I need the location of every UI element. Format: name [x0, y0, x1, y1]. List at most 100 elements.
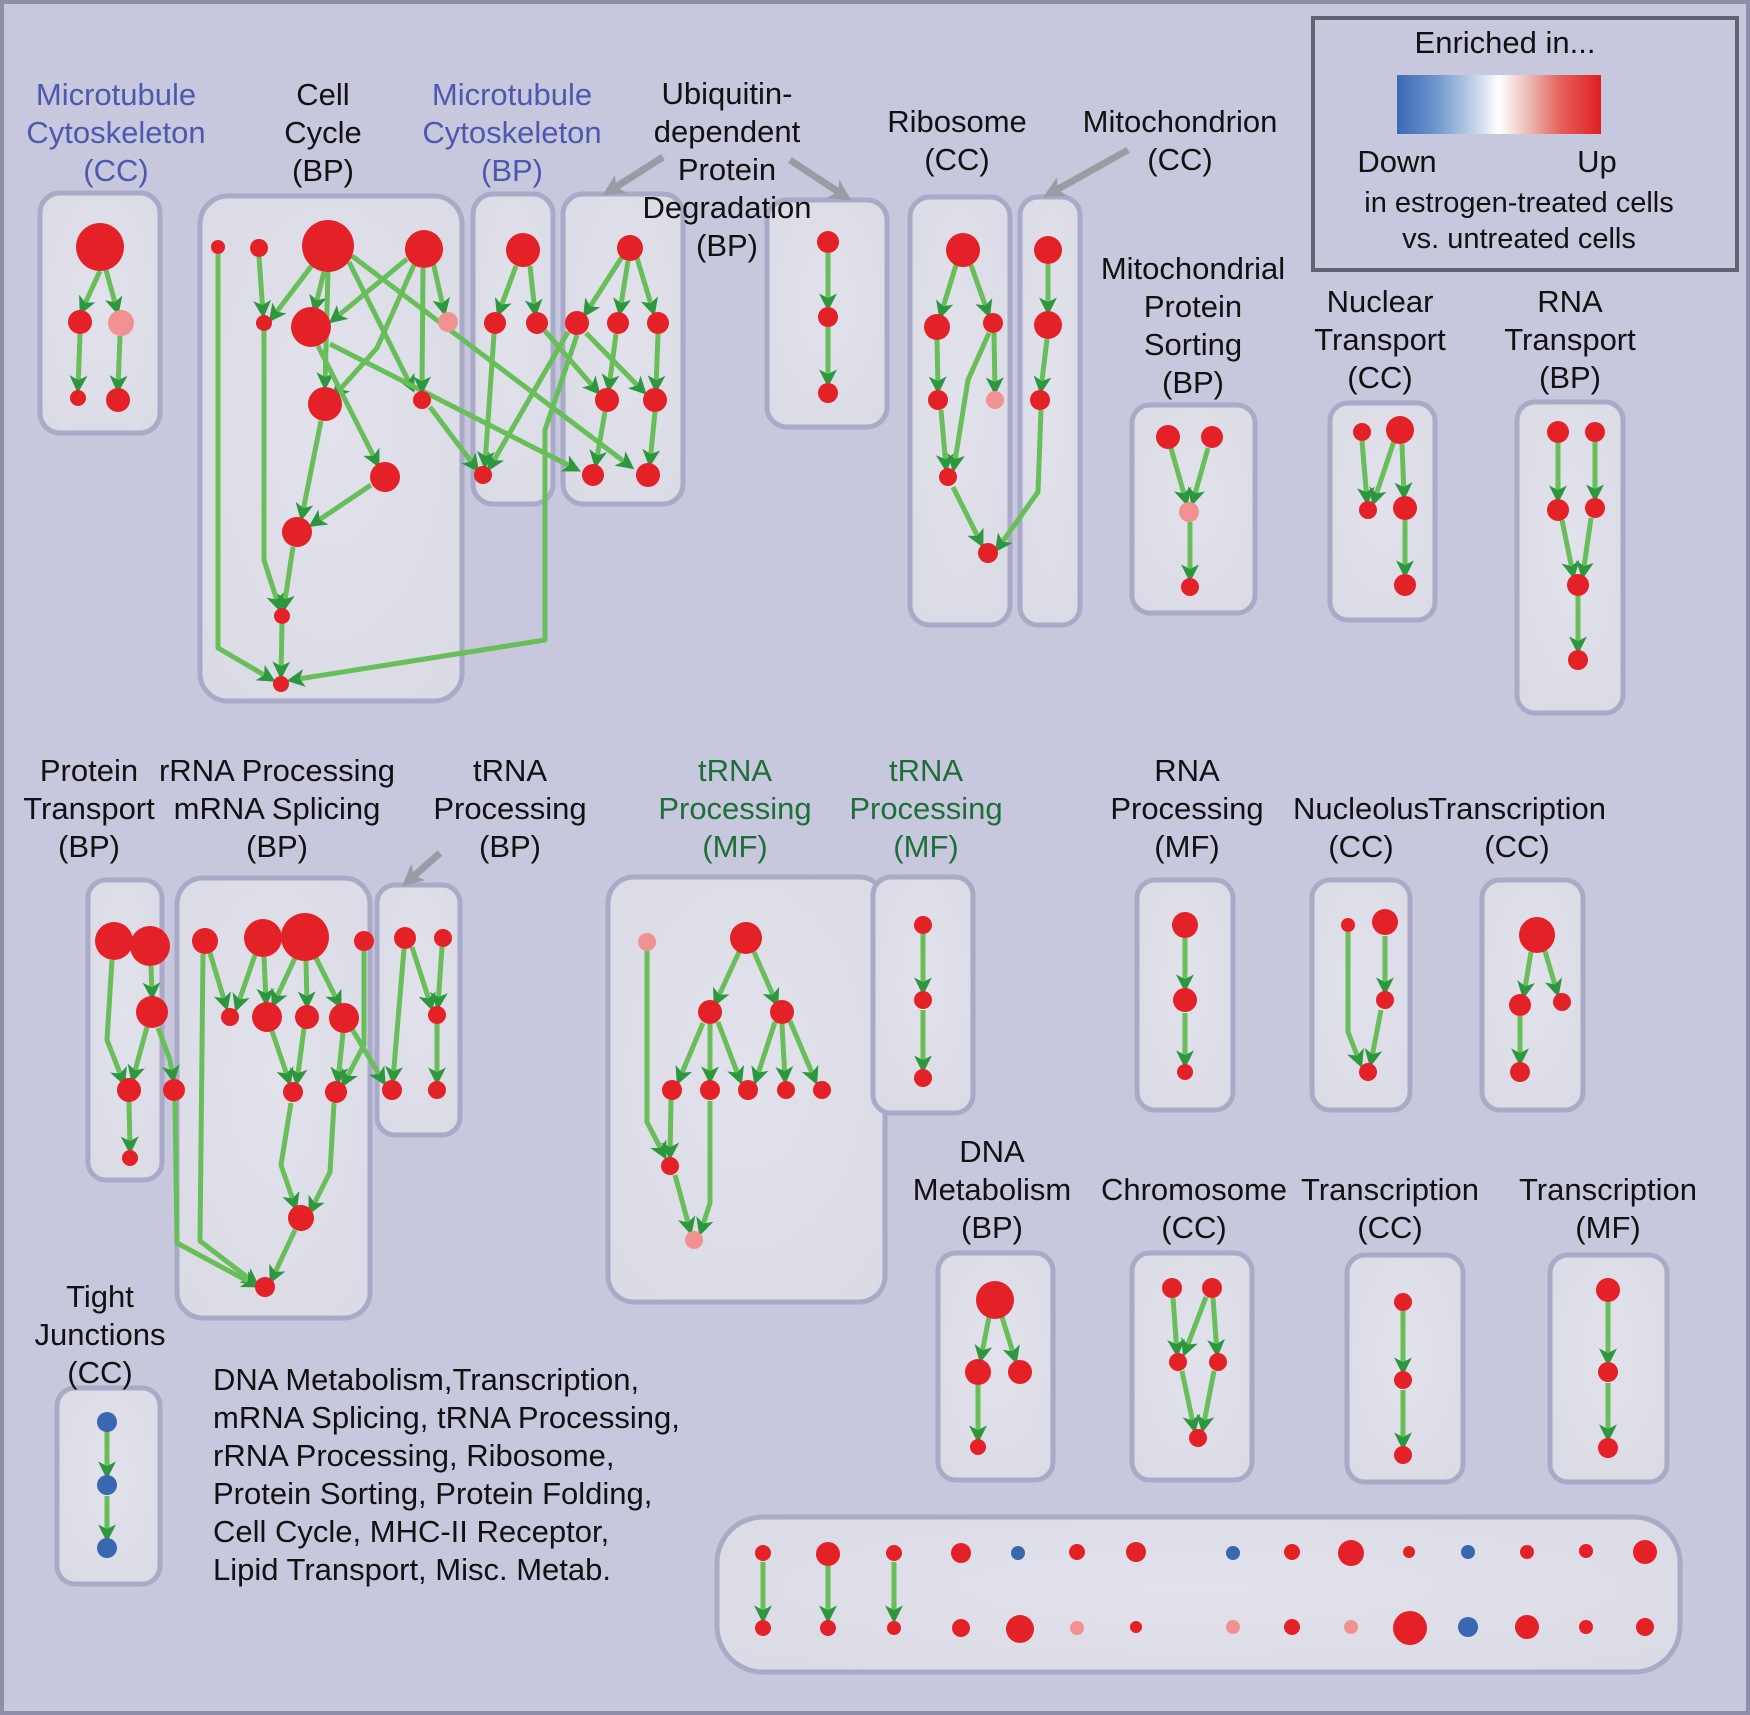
go-term-node [1461, 1545, 1475, 1559]
relation-edge-arrow [1187, 447, 1211, 507]
figure-label: (MF) [1154, 829, 1219, 864]
go-term-node [1567, 574, 1589, 596]
figure-label: (CC) [1347, 360, 1412, 395]
go-term-node [274, 608, 290, 624]
go-term-node [887, 1621, 901, 1635]
go-term-node [1353, 423, 1371, 441]
relation-edge-arrow [142, 965, 161, 1001]
go-term-node [281, 913, 329, 961]
go-term-node [914, 1069, 932, 1087]
relation-edge-arrow [583, 255, 625, 318]
go-term-node [295, 1005, 319, 1029]
go-term-node [1547, 421, 1569, 443]
relation-edge-arrow [308, 482, 373, 528]
relation-edge-arrow [584, 331, 647, 395]
legend-subtitle-2: vs. untreated cells [1402, 223, 1636, 255]
go-term-node [1130, 1621, 1142, 1633]
figure-label: Transcription [1519, 1172, 1697, 1207]
figure-label: (MF) [702, 829, 767, 864]
go-term-node [1510, 1062, 1530, 1082]
go-term-node [1359, 1063, 1377, 1081]
legend-box [1311, 16, 1739, 272]
relation-edge-arrow [935, 409, 954, 473]
go-term-node [565, 311, 589, 335]
go-term-node [283, 1082, 303, 1102]
figure-label: Protein [1144, 289, 1242, 324]
figure-label: Protein Sorting, Protein Folding, [213, 1476, 652, 1511]
go-term-node [484, 312, 506, 334]
cluster-box-chromosome-cc [1129, 1250, 1255, 1483]
figure-label: Cycle [284, 115, 362, 150]
go-term-node [1209, 1353, 1227, 1371]
relation-edge-arrow [172, 1100, 260, 1288]
relation-edge-arrow [999, 1316, 1020, 1365]
figure-label: rRNA Processing [159, 753, 395, 788]
relation-edge-arrow [524, 265, 543, 318]
relation-edge-arrow [994, 409, 1044, 553]
go-term-node [192, 928, 218, 954]
go-term-node [816, 1542, 840, 1566]
figure-label: (BP) [292, 153, 354, 188]
cluster-box-misc-overflow [714, 1514, 1683, 1675]
go-term-node [1376, 991, 1394, 1009]
go-term-node [1034, 236, 1062, 264]
figure-label: (BP) [1539, 360, 1601, 395]
relation-edge-arrow [271, 956, 298, 1008]
go-term-node [1519, 917, 1555, 953]
relation-edge-arrow [429, 946, 448, 1011]
relation-edge-arrow [715, 1021, 744, 1086]
figure-label: RNA [1537, 284, 1603, 319]
figure-label: Transcription [1301, 1172, 1479, 1207]
figure-label: DNA Metabolism,Transcription, [213, 1362, 639, 1397]
go-term-node [755, 1620, 771, 1636]
figure-label: (MF) [1575, 1210, 1640, 1245]
go-term-node [329, 1003, 359, 1033]
figure-label: Processing [658, 791, 811, 826]
relation-edge-arrow [278, 1102, 300, 1212]
relation-edge-arrow [1181, 1296, 1209, 1358]
figure-label: mRNA Splicing, tRNA Processing, [213, 1400, 680, 1435]
go-term-node [354, 931, 374, 951]
go-term-node [1162, 1278, 1182, 1298]
go-term-node [370, 462, 400, 492]
figure-label: (BP) [481, 153, 543, 188]
figure-label: rRNA Processing, Ribosome, [213, 1438, 614, 1473]
cluster-box-transcription-cc-mid [1479, 877, 1586, 1113]
figure-label: tRNA [698, 753, 772, 788]
figure-label: (CC) [1484, 829, 1549, 864]
figure-label: Metabolism [913, 1172, 1072, 1207]
legend-colorbar [1397, 75, 1601, 134]
go-term-node [76, 223, 124, 271]
relation-edge-arrow [269, 1030, 294, 1087]
label-pointer-arrow-icon [402, 850, 443, 887]
relation-edge-arrow [634, 257, 658, 317]
go-term-node [1177, 1064, 1193, 1080]
figure-label: Cell [296, 77, 349, 112]
relation-edge-arrow [330, 1032, 349, 1086]
go-term-node [952, 1619, 970, 1637]
relation-edge-arrow [1167, 1297, 1186, 1358]
go-term-node [817, 231, 839, 253]
relation-edge-arrow [1517, 951, 1535, 1000]
relation-edge-arrow [775, 1023, 794, 1085]
relation-edge-arrow [79, 269, 103, 315]
go-term-node [526, 312, 548, 334]
go-term-node [506, 233, 540, 267]
figure-label: Microtubule [36, 77, 196, 112]
figure-label: (BP) [58, 829, 120, 864]
go-term-node [698, 1000, 722, 1024]
go-term-node [595, 388, 619, 412]
relation-edge-arrow [476, 333, 497, 470]
go-term-node [617, 235, 643, 261]
relation-edge-arrow [1356, 440, 1375, 506]
relation-edge-arrow [985, 332, 1004, 396]
go-term-node [1393, 1611, 1427, 1645]
relation-edge-arrow [328, 341, 581, 472]
relation-edge-arrow [109, 335, 128, 394]
figure-label: (MF) [893, 829, 958, 864]
cluster-box-protein-transport-bp [85, 877, 165, 1183]
relation-edge-arrow [272, 623, 291, 680]
figure-label: Ubiquitin- [662, 76, 793, 111]
figure-label: (BP) [479, 829, 541, 864]
relation-edge-arrow [647, 333, 666, 394]
